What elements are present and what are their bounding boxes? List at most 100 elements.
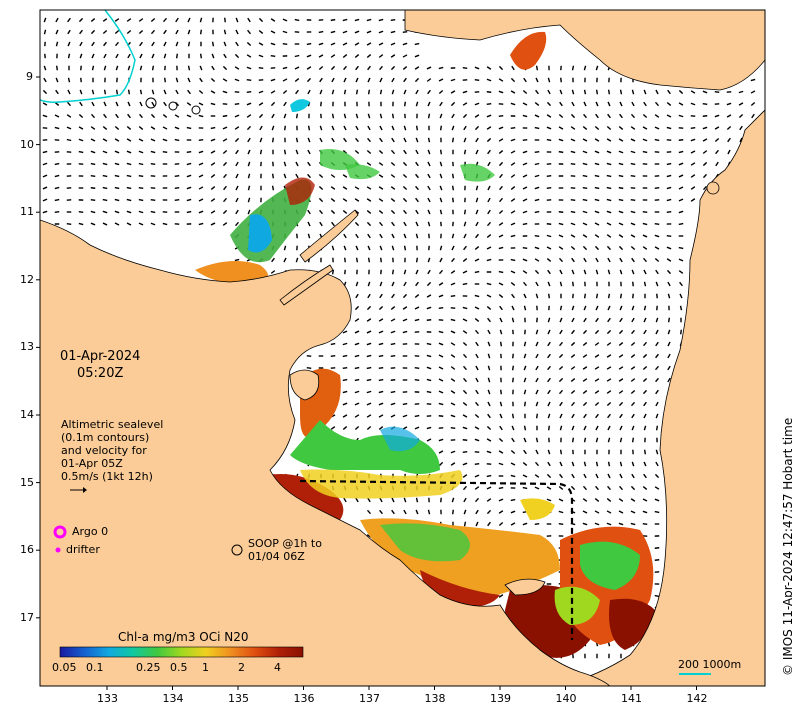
velocity-arrow [403, 32, 407, 33]
velocity-arrow [583, 200, 587, 201]
y-tick-label: 10 [20, 138, 34, 151]
velocity-arrow [247, 80, 251, 81]
colorbar-tick-label: 1 [202, 661, 209, 674]
velocity-arrow [415, 416, 419, 417]
velocity-arrow [117, 90, 118, 94]
velocity-arrow [511, 260, 515, 261]
velocity-arrow [115, 176, 119, 177]
velocity-arrow [571, 200, 575, 201]
velocity-arrow [631, 200, 635, 201]
legend-line-3: and velocity for [61, 444, 147, 457]
velocity-arrow [597, 294, 598, 298]
y-tick-label: 16 [20, 543, 34, 556]
velocity-arrow [127, 188, 131, 189]
velocity-arrow [501, 342, 502, 346]
velocity-arrow [657, 306, 658, 310]
velocity-arrow [115, 188, 119, 189]
velocity-arrow [681, 306, 682, 310]
velocity-arrow [523, 488, 527, 489]
velocity-arrow [429, 138, 430, 142]
velocity-arrow [381, 90, 382, 94]
velocity-arrow [451, 296, 455, 297]
soop-label-line-2: 01/04 06Z [248, 550, 305, 563]
velocity-arrow [55, 200, 59, 201]
velocity-arrow [367, 380, 371, 381]
velocity-arrow [187, 128, 191, 129]
colorbar-tick-label: 0.5 [170, 661, 188, 674]
velocity-arrow [391, 344, 395, 345]
velocity-arrow [379, 380, 383, 381]
velocity-arrow [655, 596, 659, 597]
velocity-arrow [55, 164, 59, 165]
velocity-arrow [607, 176, 611, 177]
velocity-arrow [199, 140, 203, 141]
velocity-arrow [297, 234, 298, 238]
velocity-arrow [201, 30, 202, 34]
velocity-arrow [405, 102, 406, 106]
y-tick-label: 11 [20, 205, 34, 218]
velocity-arrow [129, 90, 130, 94]
velocity-arrow [139, 163, 143, 164]
velocity-arrow [655, 512, 659, 513]
y-tick-label: 13 [20, 340, 34, 353]
velocity-arrow [367, 368, 371, 369]
velocity-arrow [189, 66, 190, 70]
velocity-arrow [139, 188, 143, 189]
velocity-arrow [309, 126, 310, 130]
velocity-arrow [441, 498, 442, 502]
legend-line-2: (0.1m contours) [61, 431, 149, 444]
velocity-arrow [165, 78, 166, 82]
velocity-arrow [331, 356, 335, 357]
velocity-arrow [537, 318, 538, 322]
velocity-arrow [547, 176, 551, 177]
velocity-arrow [465, 210, 466, 214]
velocity-arrow [561, 78, 562, 82]
velocity-arrow [297, 138, 298, 142]
x-tick-label: 137 [359, 692, 380, 705]
colorbar-tick-label: 0.25 [136, 661, 161, 674]
velocity-arrow [453, 510, 454, 514]
velocity-arrow [643, 212, 647, 213]
velocity-arrow [67, 139, 71, 140]
velocity-arrow [609, 462, 610, 466]
velocity-arrow [151, 164, 155, 165]
velocity-arrow [391, 392, 395, 393]
map-date: 01-Apr-2024 [60, 349, 140, 364]
velocity-arrow [331, 20, 335, 21]
velocity-arrow [103, 188, 107, 189]
x-tick-label: 140 [556, 692, 577, 705]
velocity-arrow [619, 200, 623, 201]
velocity-arrow [211, 128, 215, 129]
velocity-arrow [667, 199, 671, 200]
y-tick-label: 17 [20, 611, 34, 624]
velocity-arrow [583, 188, 587, 189]
colorbar-title: Chl-a mg/m3 OCi N20 [118, 630, 249, 644]
velocity-arrow [525, 330, 526, 334]
velocity-arrow [499, 272, 503, 273]
colorbar-tick-label: 0.1 [86, 661, 104, 674]
velocity-arrow [655, 560, 659, 561]
velocity-arrow [715, 92, 719, 93]
velocity-arrow [175, 140, 179, 141]
legend-line-4: 01-Apr 05Z [61, 457, 123, 470]
velocity-arrow [103, 200, 107, 201]
velocity-arrow [451, 428, 455, 429]
velocity-arrow [175, 176, 179, 177]
velocity-arrow [273, 138, 274, 142]
velocity-arrow [307, 368, 311, 369]
velocity-arrow [667, 236, 671, 237]
x-tick-label: 138 [425, 692, 446, 705]
velocity-arrow [535, 524, 539, 525]
velocity-arrow [681, 330, 682, 334]
velocity-arrow [415, 380, 419, 381]
velocity-arrow [511, 500, 515, 501]
velocity-arrow [369, 90, 370, 94]
credit-text: © IMOS 11-Apr-2024 12:47:57 Hobart time [781, 418, 792, 676]
velocity-arrow [175, 188, 179, 189]
velocity-arrow [525, 402, 526, 406]
velocity-arrow [513, 366, 514, 370]
argo-label: Argo 0 [72, 525, 108, 538]
velocity-arrow [487, 104, 491, 105]
velocity-arrow [393, 114, 394, 118]
colorbar-tick-label: 4 [274, 661, 281, 674]
